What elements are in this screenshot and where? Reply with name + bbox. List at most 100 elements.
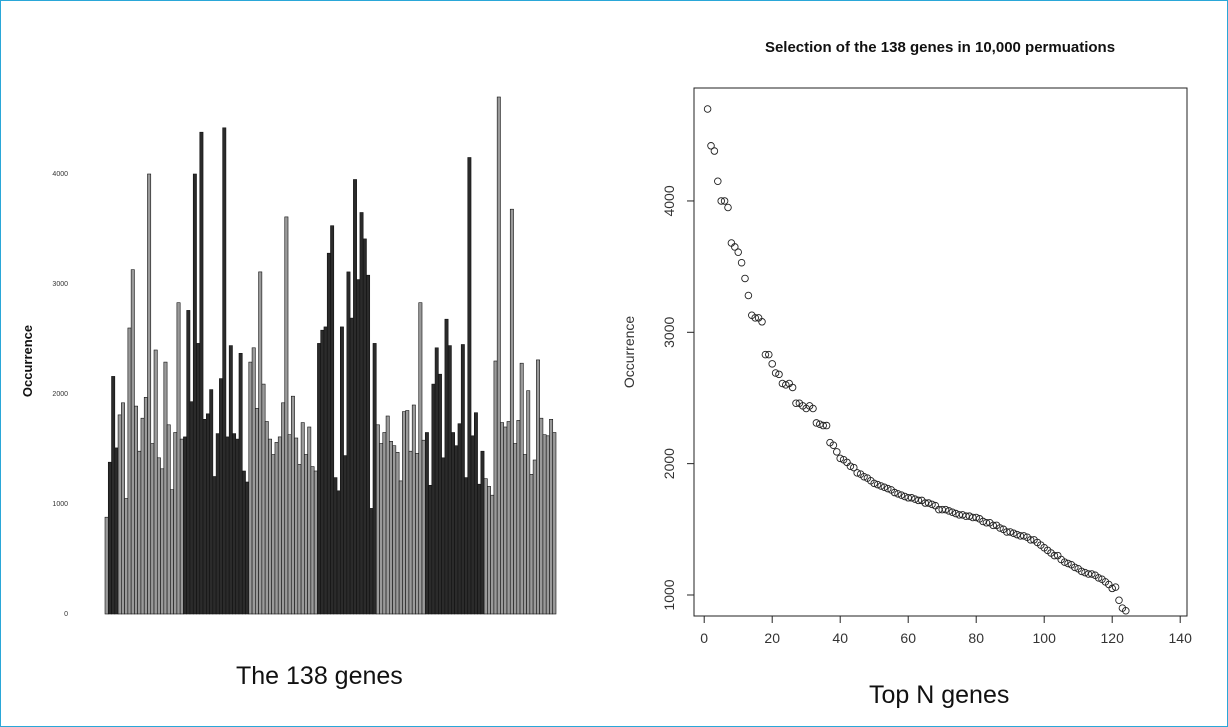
bar	[274, 442, 279, 615]
bar	[313, 470, 318, 615]
left-y-tick-label: 0	[64, 611, 68, 618]
bar	[366, 274, 371, 615]
bar	[526, 390, 531, 615]
bar	[183, 436, 187, 615]
right-caption: Top N genes	[869, 681, 1010, 709]
bar	[385, 415, 390, 615]
bar	[454, 445, 459, 615]
bar	[493, 360, 498, 615]
bar	[160, 468, 165, 615]
bar	[104, 516, 109, 615]
bar	[153, 349, 158, 615]
bar	[277, 436, 282, 615]
bar	[310, 466, 315, 615]
bar	[405, 410, 410, 615]
bar	[509, 208, 514, 615]
bar	[170, 489, 174, 615]
bar	[117, 414, 122, 615]
bar	[271, 454, 276, 615]
bar	[336, 490, 341, 615]
bar	[415, 453, 420, 615]
bar	[114, 447, 119, 615]
bar	[206, 413, 210, 615]
bar	[506, 421, 511, 615]
left-caption: The 138 genes	[236, 662, 403, 690]
bar	[457, 423, 462, 615]
bar	[134, 405, 138, 615]
bar	[196, 343, 201, 615]
bar	[398, 480, 403, 615]
bar	[215, 433, 220, 615]
bar	[294, 437, 299, 615]
bar	[228, 345, 233, 615]
bar	[166, 424, 171, 615]
bar	[137, 450, 142, 615]
bar	[222, 127, 227, 615]
bar	[402, 411, 406, 615]
bar	[372, 343, 377, 615]
bar	[326, 252, 331, 615]
bar	[513, 443, 518, 615]
bar	[346, 271, 351, 615]
bar	[356, 279, 361, 615]
bar	[261, 383, 266, 615]
bar	[209, 389, 214, 615]
bar	[179, 438, 184, 615]
bar	[255, 407, 259, 615]
bar	[421, 439, 426, 615]
bar	[536, 359, 540, 615]
bar	[411, 404, 416, 615]
bar	[552, 432, 557, 615]
bar	[339, 326, 344, 615]
bar	[460, 344, 465, 615]
bar	[251, 347, 256, 615]
bar	[333, 477, 338, 615]
bar	[359, 212, 364, 615]
bar	[480, 450, 485, 615]
bar	[317, 343, 321, 615]
bar	[189, 401, 194, 615]
bar	[238, 352, 243, 615]
bar	[307, 426, 312, 615]
bar	[248, 361, 253, 615]
bar	[529, 473, 534, 615]
bar	[176, 302, 181, 615]
bar	[408, 450, 413, 615]
bar	[431, 383, 436, 615]
bar	[290, 395, 295, 615]
bar	[124, 498, 129, 615]
bar	[523, 454, 527, 615]
bar	[382, 432, 387, 615]
bar	[127, 327, 132, 615]
bar	[418, 302, 423, 615]
bar	[143, 396, 148, 615]
bar	[107, 461, 112, 615]
bar	[343, 455, 348, 615]
bar	[434, 347, 439, 615]
bar	[549, 418, 554, 615]
bar	[487, 486, 491, 615]
bar	[496, 96, 501, 615]
left-y-axis-label: Occurrence	[20, 325, 35, 397]
bar	[232, 433, 237, 615]
bar	[483, 478, 488, 615]
bar	[147, 173, 152, 615]
bar	[163, 361, 168, 615]
bar	[392, 445, 397, 615]
bar	[539, 417, 544, 615]
bar	[130, 269, 135, 615]
bar	[369, 508, 374, 615]
bar	[140, 417, 145, 615]
bar	[202, 418, 207, 615]
bar	[219, 378, 223, 615]
bar	[320, 329, 325, 615]
bar	[490, 494, 495, 615]
bar	[297, 464, 302, 615]
bar	[519, 362, 524, 615]
bar	[470, 435, 475, 615]
left-y-tick-label: 1000	[52, 501, 68, 508]
bar	[542, 434, 547, 615]
bar	[225, 436, 230, 615]
bar	[375, 424, 380, 615]
left-y-tick-label: 3000	[52, 281, 68, 288]
